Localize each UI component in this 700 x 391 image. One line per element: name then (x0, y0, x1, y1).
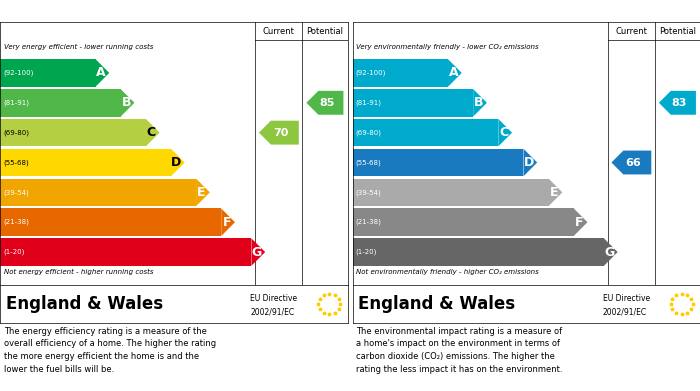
Polygon shape (307, 91, 344, 115)
Text: E: E (197, 186, 206, 199)
Bar (0, 149, 171, 176)
Text: Current: Current (615, 27, 648, 36)
Text: C: C (499, 126, 508, 139)
Text: B: B (121, 96, 131, 109)
Polygon shape (473, 89, 487, 117)
Text: 2002/91/EC: 2002/91/EC (603, 307, 647, 316)
Text: 66: 66 (625, 158, 641, 167)
Bar (353, 119, 498, 146)
Text: (92-100): (92-100) (3, 70, 34, 76)
Text: C: C (147, 126, 156, 139)
Text: (1-20): (1-20) (356, 249, 377, 255)
Text: B: B (474, 96, 484, 109)
Text: EU Directive: EU Directive (250, 294, 298, 303)
Polygon shape (251, 239, 265, 266)
Polygon shape (196, 179, 210, 206)
Text: EU Directive: EU Directive (603, 294, 650, 303)
Text: Very energy efficient - lower running costs: Very energy efficient - lower running co… (4, 44, 153, 50)
Text: England & Wales: England & Wales (358, 295, 516, 313)
Text: G: G (604, 246, 615, 258)
Text: Potential: Potential (659, 27, 696, 36)
Bar (353, 208, 574, 236)
Text: Environmental Impact (CO₂) Rating: Environmental Impact (CO₂) Rating (358, 5, 591, 18)
Text: 70: 70 (273, 127, 288, 138)
Polygon shape (659, 91, 696, 115)
Bar (353, 239, 604, 266)
Bar (353, 149, 524, 176)
Polygon shape (120, 89, 134, 117)
Bar (0, 208, 221, 236)
Text: (55-68): (55-68) (356, 159, 382, 166)
Bar (0, 179, 196, 206)
Text: Not energy efficient - higher running costs: Not energy efficient - higher running co… (4, 269, 153, 275)
Polygon shape (146, 119, 160, 146)
Bar (0, 59, 95, 87)
Polygon shape (95, 59, 109, 87)
Text: Very environmentally friendly - lower CO₂ emissions: Very environmentally friendly - lower CO… (356, 44, 539, 50)
Bar (0, 119, 146, 146)
Text: (39-54): (39-54) (356, 189, 382, 196)
Text: 2002/91/EC: 2002/91/EC (250, 307, 294, 316)
Bar (353, 89, 473, 117)
Polygon shape (259, 121, 299, 145)
Bar (353, 179, 549, 206)
Text: (39-54): (39-54) (3, 189, 29, 196)
Text: F: F (223, 216, 231, 229)
Bar (353, 59, 448, 87)
Text: England & Wales: England & Wales (6, 295, 163, 313)
Text: (69-80): (69-80) (356, 129, 382, 136)
Text: (69-80): (69-80) (3, 129, 29, 136)
Polygon shape (549, 179, 562, 206)
Polygon shape (604, 239, 617, 266)
Text: (92-100): (92-100) (356, 70, 386, 76)
Text: (55-68): (55-68) (3, 159, 29, 166)
Text: (21-38): (21-38) (3, 219, 29, 226)
Bar (0, 89, 120, 117)
Text: 85: 85 (319, 98, 335, 108)
Polygon shape (448, 59, 462, 87)
Text: D: D (172, 156, 181, 169)
Text: D: D (524, 156, 534, 169)
Text: Current: Current (263, 27, 295, 36)
Text: The energy efficiency rating is a measure of the
overall efficiency of a home. T: The energy efficiency rating is a measur… (4, 327, 216, 373)
Polygon shape (221, 208, 235, 236)
Text: G: G (252, 246, 262, 258)
Text: (81-91): (81-91) (356, 100, 382, 106)
Text: A: A (96, 66, 106, 79)
Text: The environmental impact rating is a measure of
a home's impact on the environme: The environmental impact rating is a mea… (356, 327, 563, 373)
Text: (21-38): (21-38) (356, 219, 382, 226)
Text: Not environmentally friendly - higher CO₂ emissions: Not environmentally friendly - higher CO… (356, 269, 539, 275)
Polygon shape (524, 149, 537, 176)
Bar (0, 239, 251, 266)
Text: Energy Efficiency Rating: Energy Efficiency Rating (6, 5, 169, 18)
Text: F: F (575, 216, 584, 229)
Polygon shape (574, 208, 587, 236)
Text: 83: 83 (671, 98, 687, 108)
Text: A: A (449, 66, 458, 79)
Text: E: E (550, 186, 559, 199)
Polygon shape (498, 119, 512, 146)
Text: Potential: Potential (307, 27, 344, 36)
Text: (81-91): (81-91) (3, 100, 29, 106)
Polygon shape (611, 151, 651, 174)
Text: (1-20): (1-20) (3, 249, 25, 255)
Polygon shape (171, 149, 185, 176)
